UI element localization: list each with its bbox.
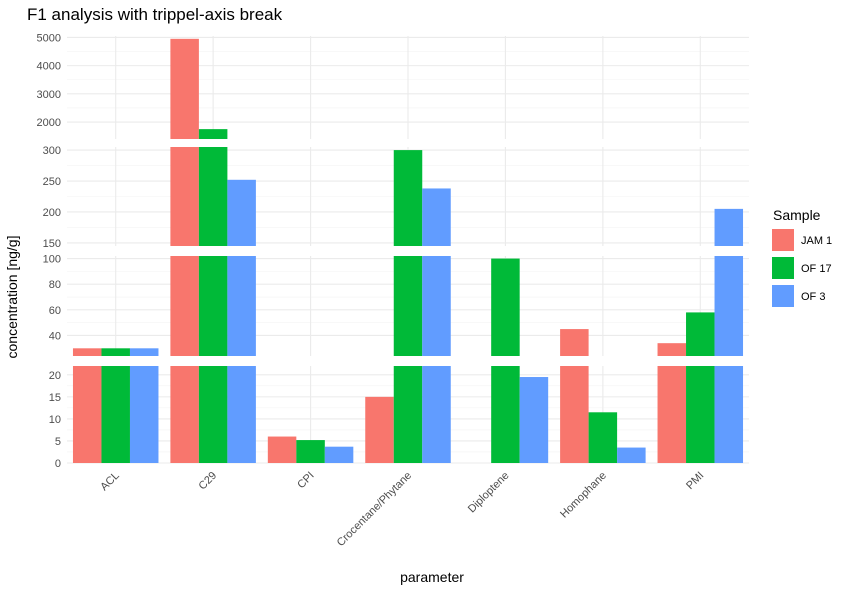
bar <box>72 348 102 356</box>
bar <box>422 366 451 463</box>
bar <box>227 366 256 463</box>
bar <box>129 366 159 463</box>
bar <box>198 147 228 246</box>
bar <box>657 343 687 356</box>
y-tick-label: 40 <box>49 330 61 342</box>
chart-title: F1 analysis with trippel-axis break <box>27 5 283 24</box>
bar <box>560 366 589 463</box>
bar <box>714 256 744 356</box>
axis-breaks <box>0 139 760 366</box>
bar <box>72 366 102 463</box>
y-tick-label: 2000 <box>37 117 61 129</box>
y-tick-label: 10 <box>49 414 61 426</box>
axis-break-gap <box>0 356 760 366</box>
x-axis-title: parameter <box>400 569 464 585</box>
axis-break-gap <box>0 139 760 147</box>
y-tick-labels: 0 5 10 15 20 40 60 80 100 150 200 250 300 2000 3000 400… <box>37 32 61 470</box>
x-tick-label: PMI <box>684 470 706 492</box>
bar <box>198 129 228 139</box>
bars <box>72 38 744 463</box>
x-tick-label: ACL <box>98 470 122 494</box>
bar <box>657 366 687 463</box>
y-tick-label: 150 <box>43 238 61 250</box>
legend-key <box>772 285 794 307</box>
bar <box>491 258 520 356</box>
bar <box>267 436 297 463</box>
legend: Sample JAM 1 OF 17 OF 3 <box>772 207 832 307</box>
bar <box>714 208 744 246</box>
legend-title: Sample <box>773 207 821 223</box>
y-tick-label: 60 <box>49 305 61 317</box>
y-tick-label: 5 <box>55 436 61 448</box>
bar <box>393 256 423 356</box>
bar <box>296 440 325 463</box>
legend-label: OF 17 <box>801 263 832 275</box>
y-tick-label: 5000 <box>37 32 61 44</box>
bar <box>422 256 451 356</box>
y-tick-label: 200 <box>43 207 61 219</box>
y-tick-label: 80 <box>49 279 61 291</box>
bar <box>422 188 451 246</box>
bar <box>170 256 199 356</box>
y-axis-title: concentration [ng/g] <box>4 236 20 359</box>
y-tick-label: 250 <box>43 176 61 188</box>
x-tick-label: CPI <box>295 470 316 491</box>
bar <box>588 412 618 463</box>
axis-break-gap <box>0 246 760 256</box>
bar <box>519 377 549 463</box>
bar <box>170 147 199 246</box>
y-tick-label: 4000 <box>37 61 61 73</box>
bar <box>198 256 228 356</box>
bar <box>393 366 423 463</box>
bar <box>365 396 394 463</box>
bar <box>560 329 589 356</box>
x-tick-label: Homophane <box>558 470 609 521</box>
bar <box>129 348 159 356</box>
bar <box>170 38 199 140</box>
bar <box>491 366 520 463</box>
bar <box>227 179 256 246</box>
legend-key <box>772 229 794 251</box>
bar <box>617 447 646 463</box>
bar <box>101 366 130 463</box>
y-tick-label: 0 <box>55 458 61 470</box>
bar <box>686 366 715 463</box>
y-tick-label: 20 <box>49 370 61 382</box>
bar <box>393 150 423 246</box>
bar <box>198 366 228 463</box>
bar <box>101 348 130 356</box>
bar <box>170 366 199 463</box>
x-tick-label: Diploptene <box>466 470 512 516</box>
legend-key <box>772 257 794 279</box>
y-tick-label: 15 <box>49 392 61 404</box>
bar <box>227 256 256 356</box>
y-tick-label: 300 <box>43 145 61 157</box>
y-tick-label: 100 <box>43 254 61 266</box>
bar <box>686 312 715 356</box>
bar <box>324 446 354 463</box>
bar <box>714 366 744 463</box>
legend-label: JAM 1 <box>801 235 832 247</box>
x-tick-labels: ACL C29 CPI Crocentane/Phytane Diploptene Hom… <box>98 470 706 549</box>
legend-label: OF 3 <box>801 291 825 303</box>
y-tick-label: 3000 <box>37 89 61 101</box>
x-tick-label: Crocentane/Phytane <box>335 470 414 549</box>
x-tick-label: C29 <box>197 470 220 493</box>
